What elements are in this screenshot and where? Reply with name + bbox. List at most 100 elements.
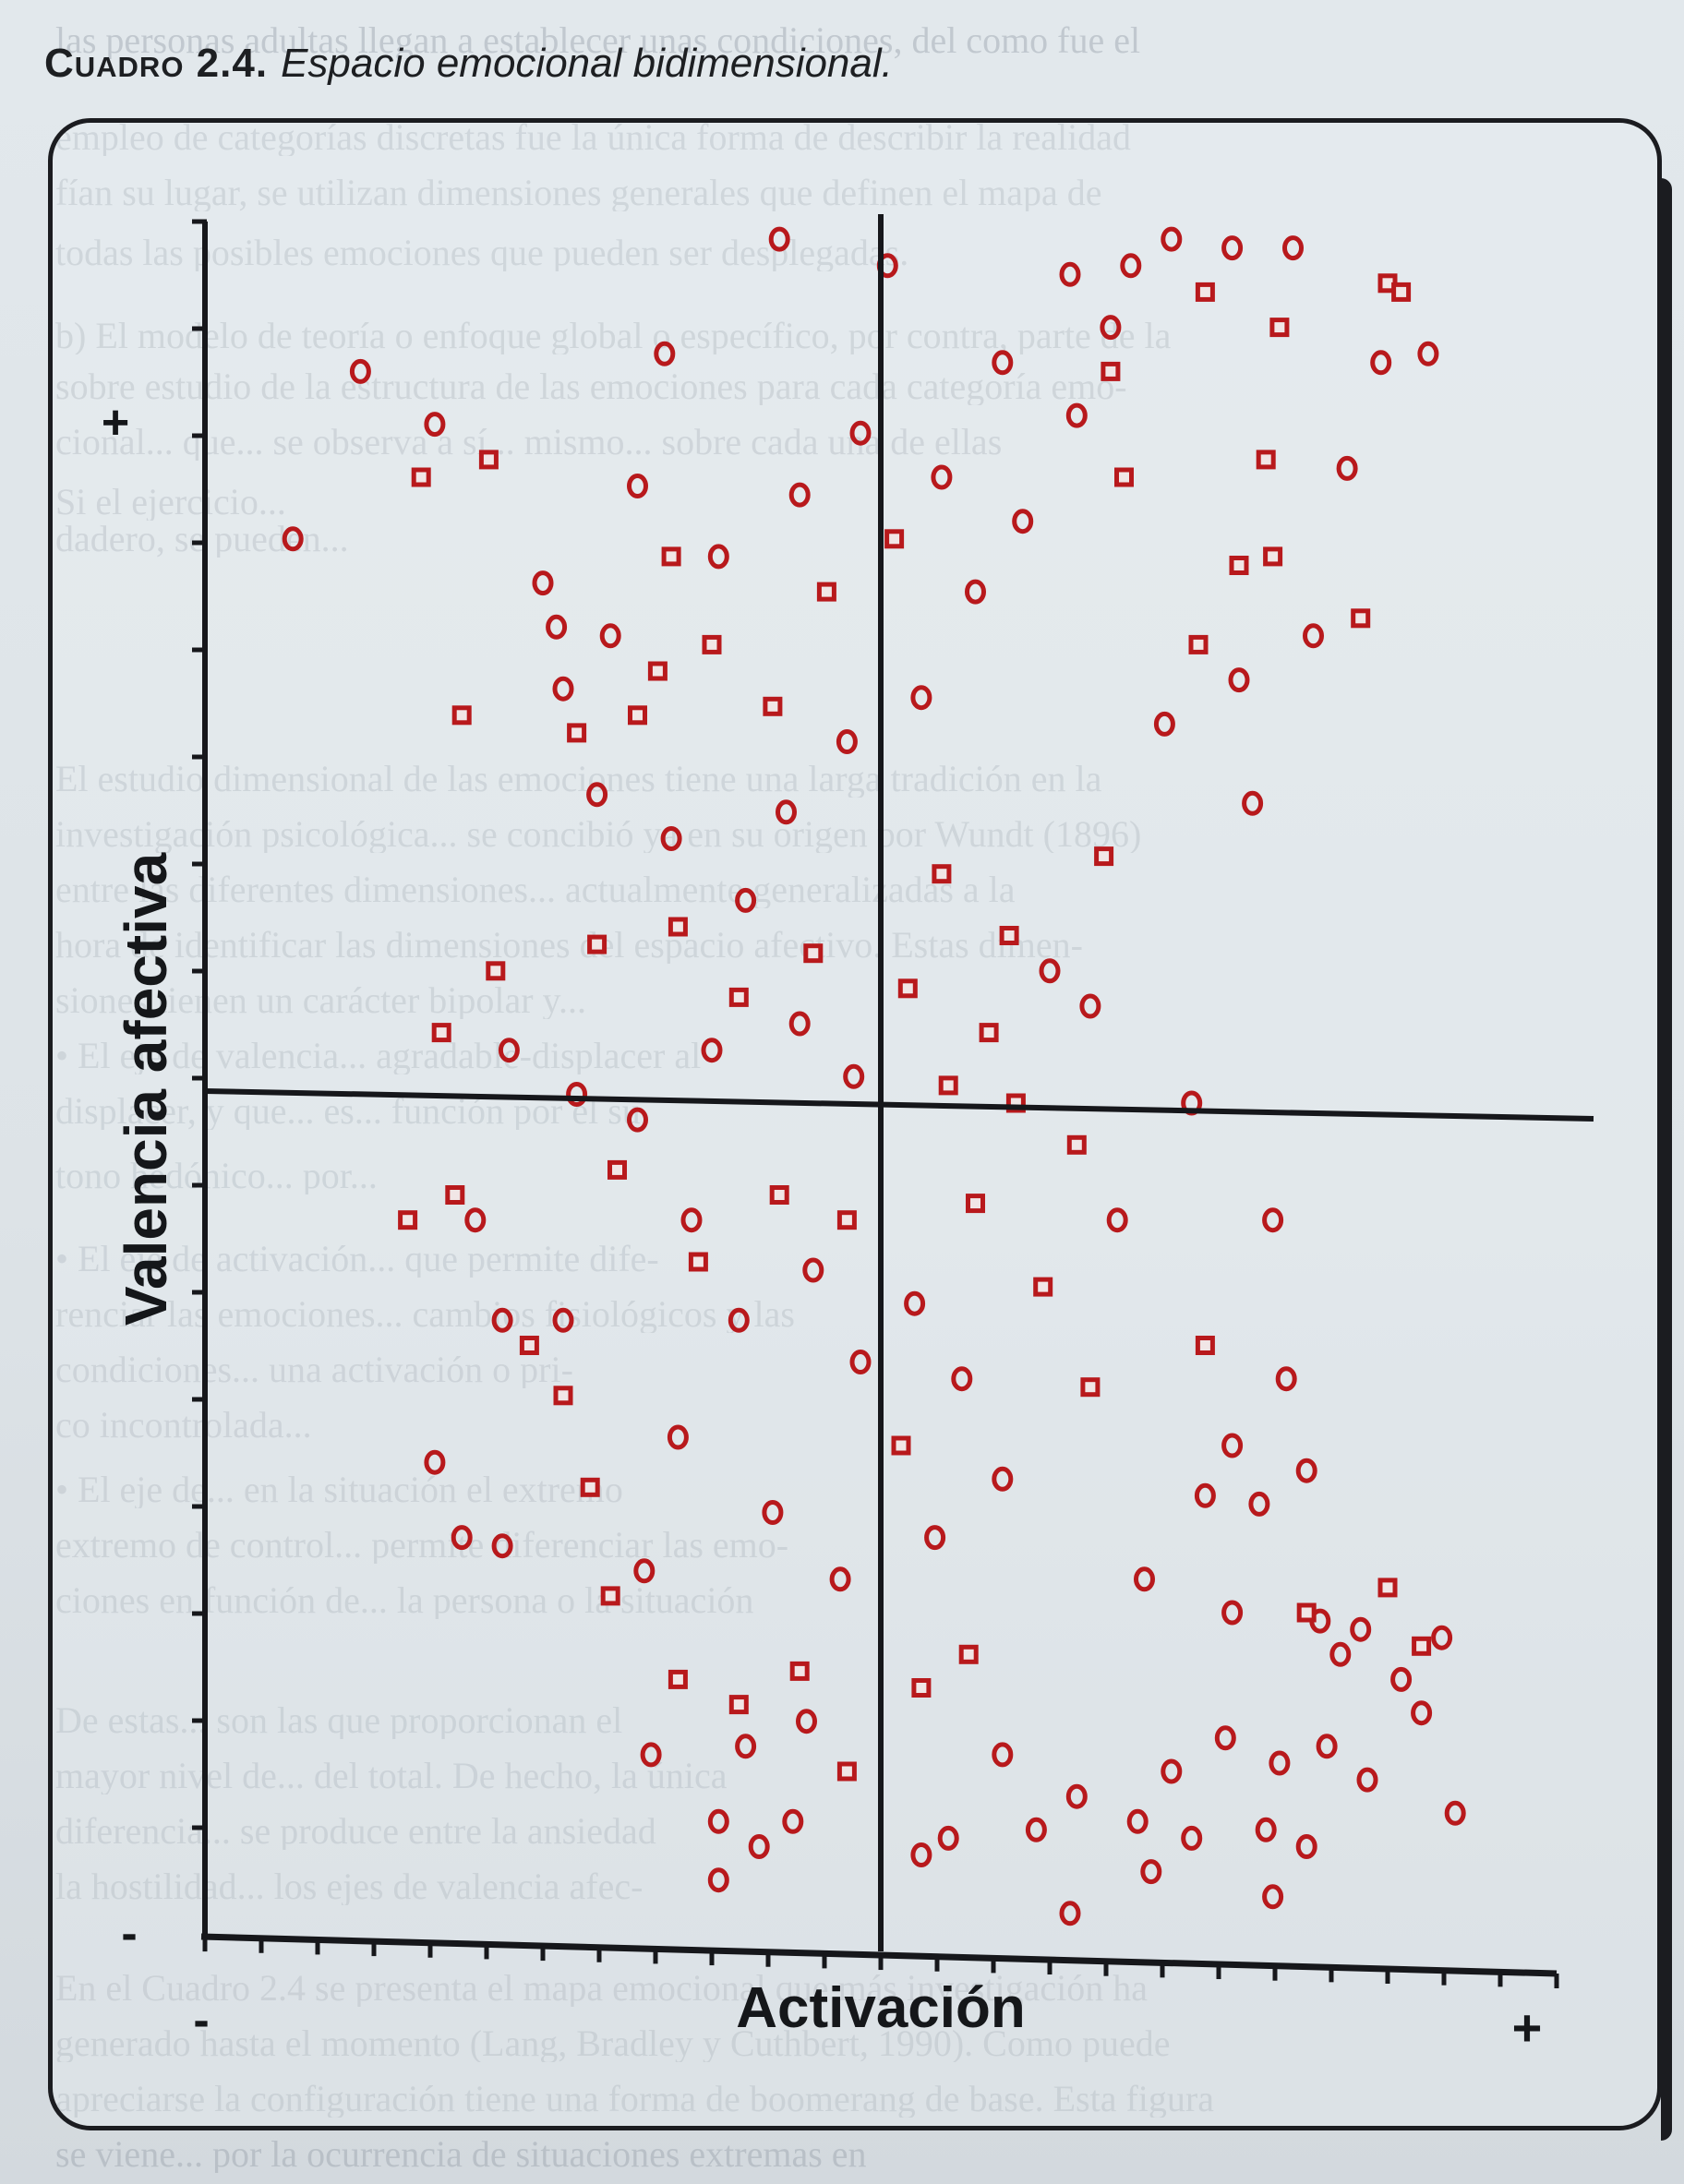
scatter-circle-point	[1012, 509, 1034, 534]
scatter-square-point	[1229, 556, 1249, 575]
scatter-square-point	[553, 1386, 573, 1406]
scatter-circle-point	[599, 623, 621, 649]
scatter-square-point	[668, 1669, 688, 1689]
caption-label: Cuadro 2.4.	[44, 41, 269, 86]
scatter-circle-point	[1303, 623, 1324, 649]
scatter-circle-point	[924, 1525, 946, 1551]
scatter-circle-point	[1161, 226, 1183, 252]
scatter-circle-point	[627, 1107, 648, 1133]
scatter-circle-point	[1370, 350, 1392, 376]
scatter-circle-point	[762, 1500, 784, 1525]
scatter-circle-point	[1079, 993, 1101, 1019]
scatter-square-point	[668, 917, 688, 937]
scatter-circle-point	[1411, 1700, 1433, 1726]
scatter-circle-point	[1065, 1783, 1088, 1809]
figure-caption: Cuadro 2.4. Espacio emocional bidimension…	[44, 41, 893, 87]
scatter-circle-point	[451, 1525, 473, 1551]
scatter-circle-point	[931, 464, 953, 490]
scatter-circle-point	[566, 1082, 588, 1107]
scatter-circle-point	[707, 544, 729, 570]
scatter-square-point	[1101, 361, 1121, 381]
scatter-circle-point	[1262, 1207, 1284, 1233]
scatter-circle-point	[1356, 1767, 1378, 1793]
scatter-circle-point	[424, 1449, 446, 1475]
scatter-square-point	[836, 1210, 857, 1230]
scatter-square-point	[1033, 1277, 1053, 1297]
scatter-circle-point	[1444, 1800, 1466, 1826]
scatter-circle-point	[735, 887, 757, 913]
scatter-circle-point	[829, 1566, 851, 1592]
scatter-circle-point	[937, 1825, 959, 1851]
scatter-square-point	[661, 546, 681, 567]
scatter-circle-point	[1134, 1566, 1155, 1592]
scatter-square-point	[789, 1661, 810, 1681]
scatter-circle-point	[491, 1307, 513, 1333]
scatter-square-point	[478, 450, 499, 470]
scatter-square-point	[1412, 1636, 1432, 1656]
scatter-circle-point	[552, 676, 574, 702]
scatter-square-point	[1296, 1602, 1317, 1623]
scatter-circle-point	[904, 1290, 926, 1316]
scatter-circle-point	[992, 350, 1014, 376]
x-axis-line	[200, 1933, 1558, 1977]
chart-frame	[48, 118, 1672, 2141]
scatter-square-point	[1195, 1336, 1215, 1355]
scatter-circle-point	[1228, 667, 1250, 693]
scatter-square-point	[1066, 1134, 1087, 1155]
scatter-square-point	[398, 1210, 418, 1230]
scatter-circle-point	[849, 420, 872, 446]
scatter-circle-point	[707, 1867, 729, 1893]
scatter-circle-point	[660, 826, 682, 851]
scatter-square-point	[958, 1644, 979, 1664]
scatter-square-point	[451, 705, 472, 726]
scatter-circle-point	[586, 782, 608, 808]
scatter-square-point	[979, 1023, 999, 1043]
scatter-circle-point	[843, 1063, 865, 1089]
scatter-circle-point	[1181, 1825, 1203, 1851]
scatter-circle-point	[1242, 790, 1264, 816]
scatter-circle-point	[282, 526, 304, 552]
scatter-circle-point	[951, 1366, 973, 1392]
scatter-square-point	[897, 978, 918, 999]
scatter-circle-point	[788, 482, 811, 508]
scatter-circle-point	[491, 1533, 513, 1559]
scatter-circle-point	[849, 1350, 872, 1374]
x-low-label: -	[193, 1994, 209, 2047]
scatter-circle-point	[796, 1709, 817, 1734]
horizontal-center-line	[204, 1088, 1594, 1122]
scatter-circle-point	[992, 1742, 1014, 1768]
scatter-circle-point	[464, 1207, 487, 1233]
scatter-square-point	[816, 582, 836, 602]
scatter-circle-point	[498, 1038, 520, 1063]
scatter-circle-point	[633, 1558, 656, 1584]
scatter-square-point	[1188, 634, 1209, 654]
scatter-square-point	[1263, 546, 1283, 567]
scatter-square-point	[891, 1435, 911, 1456]
scatter-circle-point	[1255, 1817, 1277, 1842]
scatter-circle-point	[1106, 1207, 1128, 1233]
scatter-circle-point	[701, 1038, 723, 1063]
scatter-circle-point	[782, 1808, 804, 1834]
scatter-square-point	[999, 926, 1019, 945]
scatter-square-point	[411, 467, 431, 487]
scatter-circle-point	[910, 685, 932, 711]
scatter-circle-point	[802, 1257, 824, 1283]
scatter-square-point	[607, 1159, 627, 1180]
scatter-square-point	[647, 661, 668, 681]
scatter-square-point	[911, 1678, 932, 1698]
scatter-circle-point	[1161, 1758, 1183, 1784]
scatter-circle-point	[1214, 1725, 1236, 1751]
scatter-circle-point	[1262, 1884, 1284, 1910]
scatter-circle-point	[728, 1307, 750, 1333]
scatter-circle-point	[1350, 1616, 1372, 1642]
scatter-circle-point	[1025, 1817, 1047, 1842]
x-axis-ticks	[202, 1937, 1559, 1988]
scatter-points	[282, 226, 1466, 1926]
scatter-circle-point	[965, 579, 986, 605]
scatter-square-point	[580, 1477, 600, 1497]
x-axis-title: Activación	[736, 1976, 1026, 2040]
scatter-circle-point	[1431, 1625, 1453, 1650]
scatter-square-point	[628, 705, 647, 726]
scatter-square-point	[445, 1185, 465, 1205]
